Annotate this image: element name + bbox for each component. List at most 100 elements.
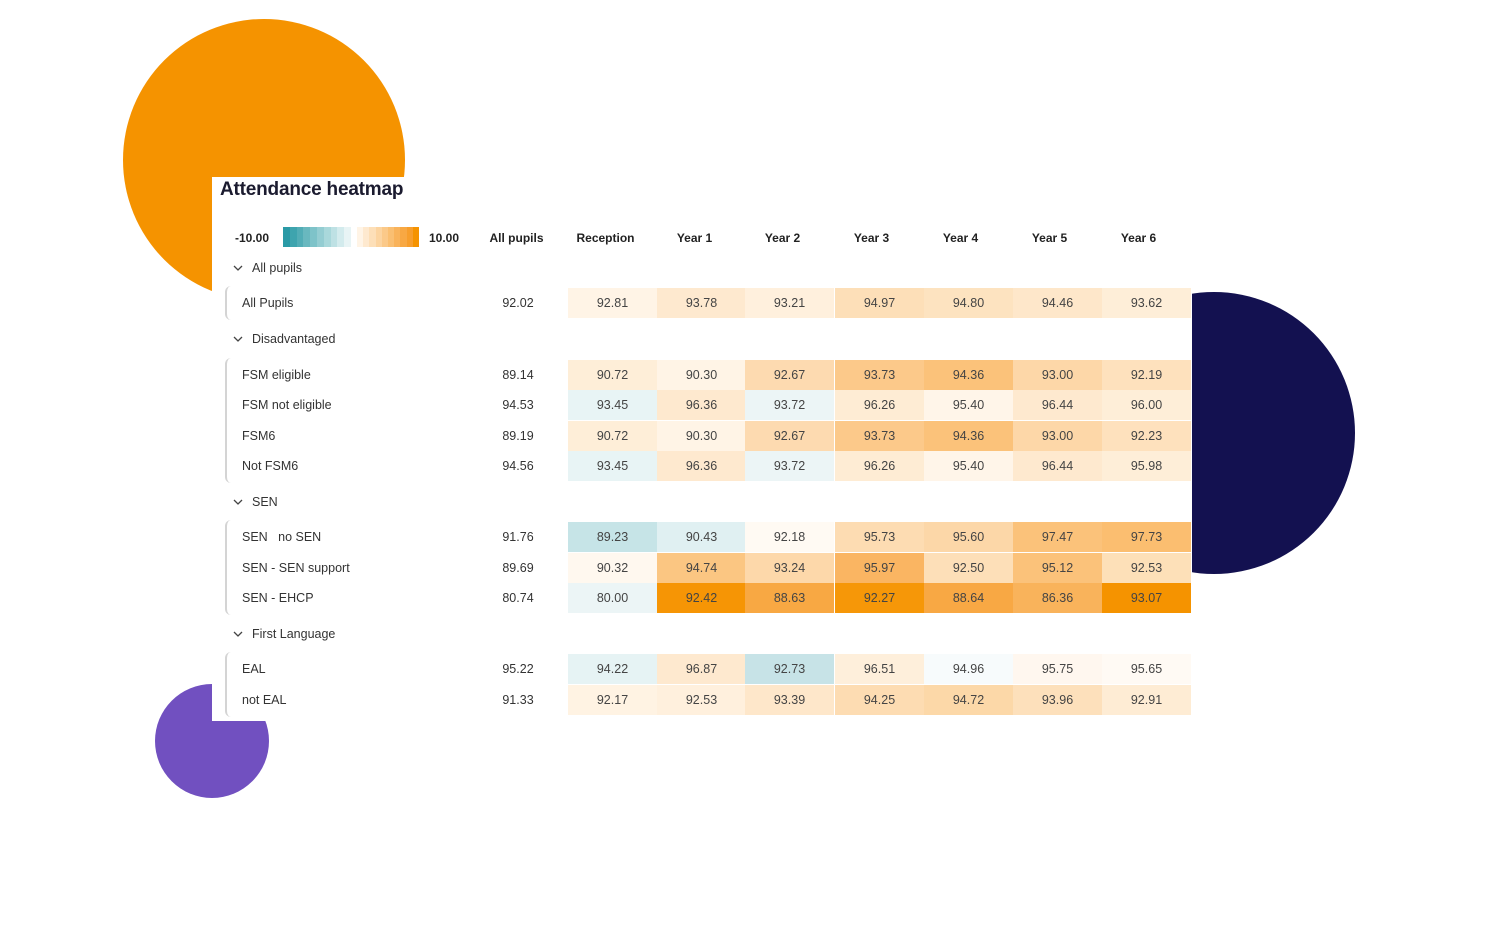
heatmap-cell: 93.96 — [1013, 685, 1102, 715]
heatmap-cell: 94.22 — [568, 654, 657, 684]
heatmap-cell: 93.73 — [835, 360, 924, 390]
heatmap-cell: 90.30 — [657, 421, 746, 451]
heatmap-cell: 94.25 — [835, 685, 924, 715]
group-toggle-all-pupils[interactable]: All pupils — [232, 261, 302, 275]
heatmap-cell: 94.72 — [924, 685, 1013, 715]
heatmap-cell: 96.87 — [657, 654, 746, 684]
heatmap-cell: 94.97 — [835, 288, 924, 318]
chevron-down-icon — [232, 628, 244, 640]
heatmap-cell: 92.73 — [745, 654, 834, 684]
group-label: First Language — [252, 627, 336, 641]
legend-swatch — [303, 227, 311, 247]
heatmap-cell: 93.39 — [745, 685, 834, 715]
heatmap-cell: 95.73 — [835, 522, 924, 552]
group-guide-line — [225, 520, 235, 615]
legend-swatch — [323, 227, 331, 247]
column-header-year-5: Year 5 — [1031, 231, 1068, 245]
row-label: Not FSM6 — [242, 459, 299, 473]
group-label: Disadvantaged — [252, 332, 336, 346]
group-toggle-sen[interactable]: SEN — [232, 495, 278, 509]
heatmap-cell: 97.47 — [1013, 522, 1102, 552]
legend-swatch — [337, 227, 345, 247]
heatmap-cell: 94.36 — [924, 421, 1013, 451]
heatmap-cell: 92.67 — [745, 421, 834, 451]
row-label: SEN no SEN — [242, 530, 322, 544]
heatmap-cell: 93.62 — [1102, 288, 1191, 318]
heatmap-cell: 94.74 — [657, 553, 746, 583]
heatmap-cell: 97.73 — [1102, 522, 1191, 552]
legend-swatch — [394, 227, 401, 247]
column-header-year-3: Year 3 — [853, 231, 890, 245]
column-header-reception: Reception — [576, 231, 635, 245]
row-label: FSM not eligible — [242, 398, 332, 412]
column-header-year-4: Year 4 — [942, 231, 979, 245]
legend-negative-scale — [283, 227, 351, 247]
all-pupils-value: 89.69 — [502, 561, 534, 575]
group-guide-line — [225, 652, 235, 717]
chevron-down-icon — [232, 496, 244, 508]
legend-max-label: 10.00 — [429, 231, 460, 245]
all-pupils-value: 92.02 — [502, 296, 534, 310]
legend-swatch — [283, 227, 290, 247]
heatmap-cell: 92.81 — [568, 288, 657, 318]
column-header-year-2: Year 2 — [764, 231, 801, 245]
all-pupils-value: 91.76 — [502, 530, 534, 544]
legend-min-label: -10.00 — [235, 231, 270, 245]
legend-swatch — [296, 227, 304, 247]
group-label: All pupils — [252, 261, 303, 275]
legend-swatch — [369, 227, 376, 247]
heatmap-cell: 95.40 — [924, 451, 1013, 481]
heatmap-cell: 93.73 — [835, 421, 924, 451]
group-toggle-disadvantaged[interactable]: Disadvantaged — [232, 332, 335, 346]
heatmap-cell: 93.24 — [745, 553, 834, 583]
heatmap-cell: 92.50 — [924, 553, 1013, 583]
heatmap-cell: 92.23 — [1102, 421, 1191, 451]
all-pupils-value: 94.56 — [502, 459, 534, 473]
heatmap-cell: 95.98 — [1102, 451, 1191, 481]
color-legend: -10.00 10.00 — [212, 227, 472, 249]
heatmap-cell: 93.72 — [745, 390, 834, 420]
heatmap-cell: 92.27 — [835, 583, 924, 613]
heatmap-card: Attendance heatmap -10.00 10.00 All pupi… — [212, 177, 1192, 721]
legend-swatch — [310, 227, 317, 247]
row-label: not EAL — [242, 693, 287, 707]
heatmap-cell: 96.26 — [835, 451, 924, 481]
all-pupils-value: 89.14 — [502, 368, 534, 382]
legend-swatch — [381, 227, 389, 247]
column-header-year-1: Year 1 — [676, 231, 713, 245]
heatmap-cell: 95.60 — [924, 522, 1013, 552]
heatmap-cell: 92.91 — [1102, 685, 1191, 715]
heatmap-cell: 95.40 — [924, 390, 1013, 420]
heatmap-cell: 94.96 — [924, 654, 1013, 684]
heatmap-cell: 95.75 — [1013, 654, 1102, 684]
legend-swatch — [388, 227, 395, 247]
page-title: Attendance heatmap — [220, 179, 404, 200]
heatmap-cell: 90.32 — [568, 553, 657, 583]
heatmap-cell: 94.80 — [924, 288, 1013, 318]
heatmap-cell: 96.51 — [835, 654, 924, 684]
heatmap-cell: 92.17 — [568, 685, 657, 715]
heatmap-cell: 92.53 — [657, 685, 746, 715]
legend-swatch — [412, 227, 420, 247]
group-guide-line — [225, 286, 235, 320]
heatmap-cell: 92.18 — [745, 522, 834, 552]
legend-swatch — [406, 227, 413, 247]
legend-swatch — [357, 227, 364, 247]
legend-swatch — [330, 227, 338, 247]
heatmap-cell: 90.72 — [568, 421, 657, 451]
heatmap-cell: 93.45 — [568, 451, 657, 481]
heatmap-cell: 92.42 — [657, 583, 746, 613]
row-label: All Pupils — [242, 296, 294, 310]
chevron-down-icon — [232, 333, 244, 345]
heatmap-cell: 95.97 — [835, 553, 924, 583]
legend-swatch — [289, 227, 297, 247]
group-label: SEN — [252, 495, 278, 509]
row-label: SEN - EHCP — [242, 591, 314, 605]
heatmap-cell: 96.44 — [1013, 390, 1102, 420]
all-pupils-value: 91.33 — [502, 693, 534, 707]
column-header-all-pupils: All pupils — [489, 231, 544, 245]
group-guide-line — [225, 358, 235, 483]
heatmap-cell: 93.00 — [1013, 360, 1102, 390]
heatmap-cell: 96.44 — [1013, 451, 1102, 481]
group-toggle-first-language[interactable]: First Language — [232, 627, 335, 641]
